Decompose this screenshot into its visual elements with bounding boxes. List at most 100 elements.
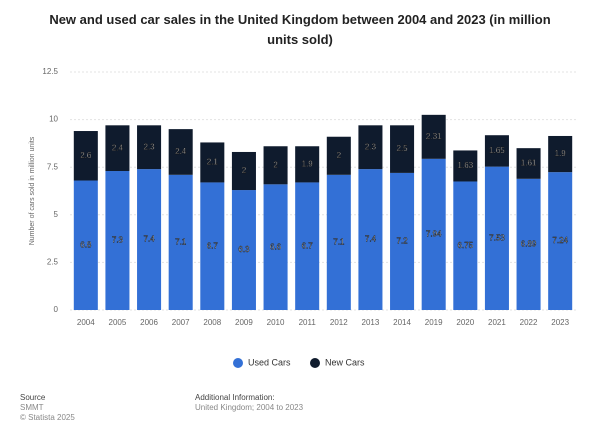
copyright: © Statista 2025: [20, 413, 75, 422]
bar-segment: [137, 169, 162, 310]
legend-marker: [310, 358, 320, 368]
value-label: 6.75: [458, 241, 474, 250]
value-label: 2: [337, 151, 342, 160]
bar-segment: [105, 171, 130, 310]
value-label: 7.94: [426, 230, 442, 239]
x-tick-label: 2005: [109, 318, 127, 327]
bar-segment: [231, 190, 256, 310]
source: SMMT: [20, 403, 44, 412]
x-tick-label: 2022: [520, 318, 538, 327]
bar-segment: [137, 125, 162, 170]
value-label: 7.24: [552, 236, 568, 245]
x-tick-label: 2023: [551, 318, 569, 327]
x-tick-label: 2007: [172, 318, 190, 327]
bar-segment: [516, 178, 541, 310]
value-label: 7.3: [112, 236, 124, 245]
y-tick-label: 10: [49, 115, 58, 124]
bar-segment: [263, 146, 288, 185]
value-label: 2.6: [80, 151, 92, 160]
source-block: Source SMMT © Statista 2025: [20, 393, 75, 423]
bar-segment: [295, 182, 320, 310]
value-label: 6.7: [302, 241, 314, 250]
value-label: 2.5: [397, 144, 409, 153]
x-tick-label: 2008: [203, 318, 221, 327]
bar-segment: [421, 114, 446, 159]
value-label: 7.4: [365, 235, 377, 244]
value-label: 2: [242, 166, 247, 175]
value-label: 7.53: [489, 233, 505, 242]
x-tick-label: 2020: [456, 318, 474, 327]
info-block: Additional Information: United Kingdom; …: [195, 393, 303, 413]
x-tick-label: 2019: [425, 318, 443, 327]
value-label: 7.1: [333, 238, 345, 247]
bar-segment: [453, 181, 478, 310]
value-label: 1.9: [302, 159, 314, 168]
x-tick-label: 2014: [393, 318, 411, 327]
value-label: 6.6: [270, 242, 282, 251]
value-label: 7.2: [397, 237, 409, 246]
value-label: 7.4: [144, 235, 156, 244]
value-label: 6.3: [238, 245, 250, 254]
x-tick-label: 2021: [488, 318, 506, 327]
value-label: 2: [273, 160, 278, 169]
value-label: 6.89: [521, 240, 537, 249]
x-tick-label: 2013: [362, 318, 380, 327]
bar-segment: [453, 150, 478, 182]
value-label: 7.1: [175, 238, 187, 247]
bar-segment: [105, 125, 130, 172]
bar-segment: [358, 169, 383, 310]
y-tick-label: 12.5: [42, 67, 58, 76]
bar-segment: [295, 146, 320, 183]
value-label: 2.31: [426, 132, 442, 141]
legend-marker: [233, 358, 243, 368]
value-label: 1.9: [555, 149, 567, 158]
bar-segment: [73, 180, 98, 310]
x-tick-label: 2010: [267, 318, 285, 327]
value-label: 2.4: [175, 147, 187, 156]
bar-segment: [231, 151, 256, 191]
source-heading: Source: [20, 393, 46, 402]
bar-segment: [200, 142, 225, 183]
bar-segment: [200, 182, 225, 310]
info: United Kingdom; 2004 to 2023: [195, 403, 304, 412]
value-label: 2.3: [365, 142, 377, 151]
x-tick-label: 2006: [140, 318, 158, 327]
bar-segment: [326, 174, 351, 310]
value-label: 6.7: [207, 241, 219, 250]
bar-segment: [484, 135, 509, 167]
info-heading: Additional Information:: [195, 393, 275, 402]
value-label: 2.3: [144, 142, 156, 151]
bar-segment: [390, 125, 415, 173]
value-label: 1.65: [489, 146, 505, 155]
legend-label: New Cars: [325, 357, 365, 367]
bar-segment: [421, 158, 446, 310]
bar-segment: [484, 166, 509, 310]
legend-label: Used Cars: [248, 357, 291, 367]
x-tick-label: 2004: [77, 318, 95, 327]
chart-title: New and used car sales in the United Kin…: [49, 12, 551, 47]
bar-segment: [516, 148, 541, 179]
value-label: 2.4: [112, 143, 124, 152]
bar-segment: [168, 174, 193, 310]
value-label: 2.1: [207, 158, 219, 167]
bar-segment: [548, 135, 573, 173]
bar-segment: [73, 131, 98, 181]
bar-segment: [168, 129, 193, 175]
bar-segment: [326, 136, 351, 175]
bar-segment: [358, 125, 383, 170]
y-axis-label: Number of cars sold in million units: [29, 136, 36, 245]
bar-segment: [390, 172, 415, 310]
bar-segment: [548, 172, 573, 310]
x-tick-label: 2012: [330, 318, 348, 327]
y-tick-label: 2.5: [47, 258, 59, 267]
y-tick-label: 7.5: [47, 162, 59, 171]
value-label: 1.63: [458, 161, 474, 170]
value-label: 1.61: [521, 159, 537, 168]
x-tick-label: 2011: [299, 318, 317, 327]
value-label: 6.8: [80, 240, 92, 249]
y-tick-label: 0: [54, 305, 59, 314]
bar-segment: [263, 184, 288, 310]
y-tick-label: 5: [54, 210, 59, 219]
